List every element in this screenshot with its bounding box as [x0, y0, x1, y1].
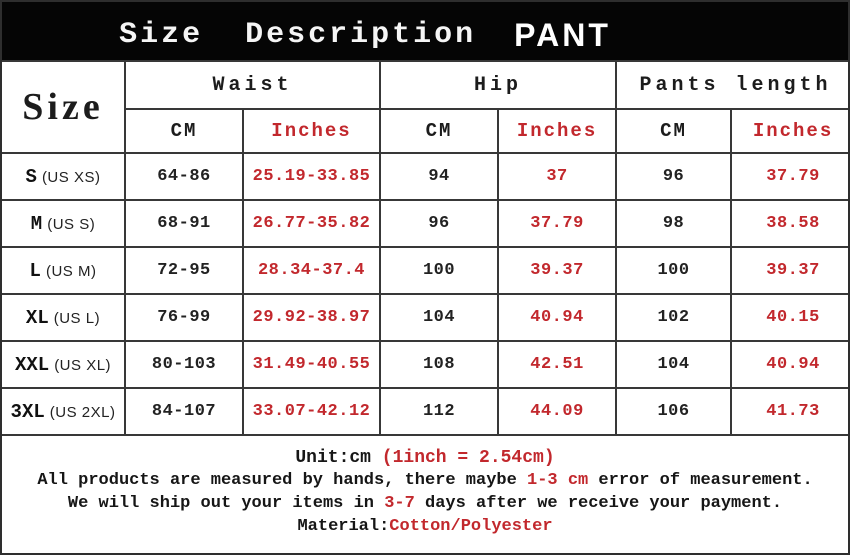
note-material: Material:Cotton/Polyester — [297, 516, 552, 538]
note-measurement: All products are measured by hands, ther… — [37, 470, 812, 492]
column-group-pants-length: Pants length — [615, 60, 848, 110]
length-cm-value: 104 — [615, 340, 733, 389]
subheader-waist-cm: CM — [124, 108, 244, 154]
size-code: S — [25, 165, 37, 188]
banner-product-name: PANT — [514, 16, 611, 53]
table-header-row-groups: Size Waist Hip Pants length — [2, 60, 848, 154]
hip-inches-value: 40.94 — [497, 293, 618, 342]
banner: Size Description PANT — [2, 2, 848, 60]
column-group-waist: Waist — [123, 60, 382, 110]
length-inches-value: 40.94 — [730, 340, 848, 389]
size-us-equivalent: (US XS) — [41, 168, 101, 186]
table-row-3xl: 3XL (US 2XL) 84-107 33.07-42.12 112 44.09… — [2, 387, 848, 436]
waist-cm-value: 76-99 — [124, 293, 244, 342]
hip-inches-value: 39.37 — [497, 246, 618, 295]
table-row-l: L (US M) 72-95 28.34-37.4 100 39.37 100 3… — [2, 246, 848, 295]
length-inches-value: 41.73 — [730, 387, 848, 436]
material-label: Material: — [297, 517, 390, 536]
waist-inches-value: 28.34-37.4 — [241, 246, 382, 295]
length-inches-value: 39.37 — [730, 246, 848, 295]
length-cm-value: 98 — [615, 199, 733, 248]
shipping-days-range: 3-7 — [384, 494, 415, 513]
size-code: XXL — [14, 353, 50, 376]
waist-inches-value: 29.92-38.97 — [241, 293, 382, 342]
measurement-text-b: error of measurement. — [588, 471, 813, 490]
table-row-s: S (US XS) 64-86 25.19-33.85 94 37 96 37.7… — [2, 152, 848, 201]
size-cell: XL (US L) — [2, 293, 126, 342]
corner-header-size: Size — [2, 60, 126, 154]
waist-cm-value: 84-107 — [124, 387, 244, 436]
unit-label: Unit:cm — [295, 448, 382, 468]
hip-cm-value: 96 — [379, 199, 500, 248]
size-code: XL — [25, 306, 49, 329]
hip-inches-value: 37 — [497, 152, 618, 201]
size-cell: M (US S) — [2, 199, 126, 248]
hip-cm-value: 94 — [379, 152, 500, 201]
size-cell: L (US M) — [2, 246, 126, 295]
hip-inches-value: 44.09 — [497, 387, 618, 436]
waist-cm-value: 72-95 — [124, 246, 244, 295]
hip-cm-value: 112 — [379, 387, 500, 436]
waist-cm-value: 68-91 — [124, 199, 244, 248]
length-cm-value: 102 — [615, 293, 733, 342]
size-code: L — [29, 259, 41, 282]
banner-title: Size Description — [119, 18, 477, 52]
table-row-xxl: XXL (US XL) 80-103 31.49-40.55 108 42.51 … — [2, 340, 848, 389]
length-cm-value: 100 — [615, 246, 733, 295]
subheader-waist-inches: Inches — [241, 108, 382, 154]
table-row-m: M (US S) 68-91 26.77-35.82 96 37.79 98 38… — [2, 199, 848, 248]
size-table: Size Waist Hip Pants length CM Inches CM… — [2, 60, 848, 436]
hip-cm-value: 108 — [379, 340, 500, 389]
hip-cm-value: 100 — [379, 246, 500, 295]
subheader-length-inches: Inches — [730, 108, 848, 154]
length-inches-value: 40.15 — [730, 293, 848, 342]
hip-inches-value: 42.51 — [497, 340, 618, 389]
waist-cm-value: 64-86 — [124, 152, 244, 201]
waist-inches-value: 33.07-42.12 — [241, 387, 382, 436]
subheader-length-cm: CM — [615, 108, 733, 154]
notes-section: Unit:cm (1inch = 2.54cm) All products ar… — [2, 436, 848, 553]
length-inches-value: 38.58 — [730, 199, 848, 248]
note-unit: Unit:cm (1inch = 2.54cm) — [295, 447, 554, 469]
waist-inches-value: 25.19-33.85 — [241, 152, 382, 201]
shipping-text-a: We will ship out your items in — [67, 494, 385, 513]
size-us-equivalent: (US XL) — [54, 356, 112, 374]
table-header-row-units: CM Inches CM Inches CM Inches — [2, 108, 848, 154]
size-us-equivalent: (US L) — [53, 309, 101, 327]
table-row-xl: XL (US L) 76-99 29.92-38.97 104 40.94 102… — [2, 293, 848, 342]
material-value: Cotton/Polyester — [389, 517, 553, 536]
length-inches-value: 37.79 — [730, 152, 848, 201]
size-cell: XXL (US XL) — [2, 340, 126, 389]
shipping-text-b: days after we receive your payment. — [414, 494, 783, 513]
length-cm-value: 96 — [615, 152, 733, 201]
waist-cm-value: 80-103 — [124, 340, 244, 389]
size-code: M — [30, 212, 43, 235]
measurement-text-a: All products are measured by hands, ther… — [37, 471, 528, 490]
size-code: 3XL — [10, 400, 45, 423]
waist-inches-value: 31.49-40.55 — [241, 340, 382, 389]
waist-inches-value: 26.77-35.82 — [241, 199, 382, 248]
size-cell: 3XL (US 2XL) — [2, 387, 126, 436]
subheader-hip-inches: Inches — [497, 108, 618, 154]
note-shipping: We will ship out your items in 3-7 days … — [68, 493, 782, 515]
size-us-equivalent: (US 2XL) — [49, 403, 116, 421]
subheader-hip-cm: CM — [379, 108, 500, 154]
size-us-equivalent: (US M) — [45, 262, 97, 280]
hip-inches-value: 37.79 — [497, 199, 618, 248]
size-cell: S (US XS) — [2, 152, 126, 201]
hip-cm-value: 104 — [379, 293, 500, 342]
length-cm-value: 106 — [615, 387, 733, 436]
size-us-equivalent: (US S) — [47, 215, 96, 233]
measurement-error-range: 1-3 cm — [527, 471, 589, 490]
column-group-hip: Hip — [379, 60, 618, 110]
unit-conversion: (1inch = 2.54cm) — [381, 448, 555, 468]
